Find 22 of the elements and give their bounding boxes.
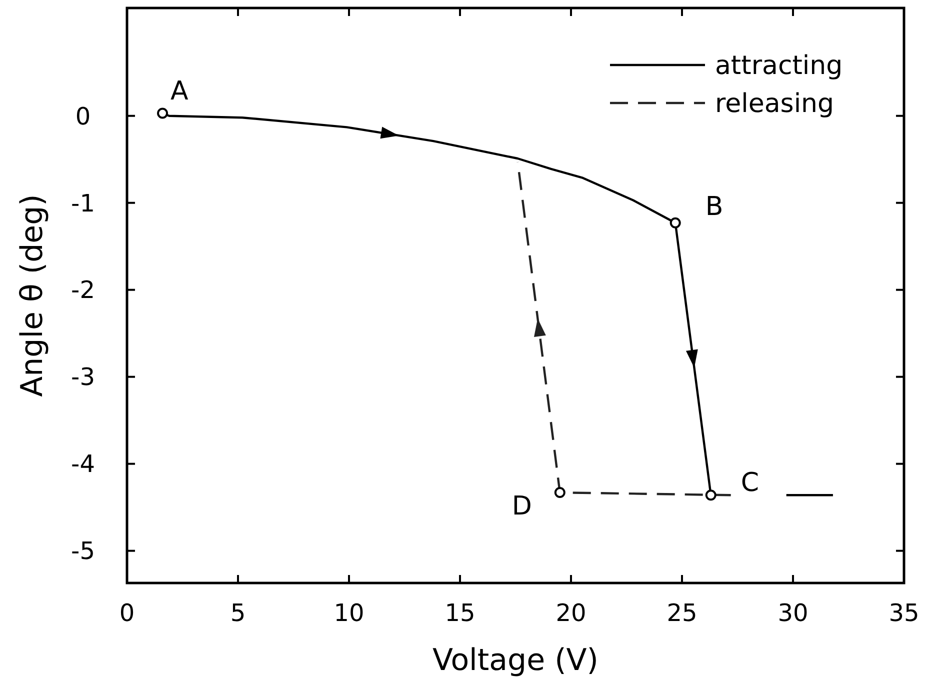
x-tick-label: 30	[778, 599, 808, 627]
legend-label: attracting	[715, 51, 843, 82]
y-tick-label: -3	[71, 363, 95, 392]
y-tick-label: -1	[71, 189, 95, 218]
x-tick-label: 5	[230, 599, 246, 627]
y-tick-label: -5	[71, 537, 95, 566]
annotation: C	[740, 468, 760, 498]
annotation: A	[170, 76, 189, 106]
y-axis-title: Angle θ (deg)	[15, 194, 50, 397]
x-axis-title: Voltage (V)	[432, 643, 598, 678]
x-tick-label: 10	[334, 599, 364, 627]
annotation: B	[705, 192, 724, 222]
x-tick-label: 20	[556, 599, 586, 627]
y-tick-label: -2	[71, 276, 95, 304]
x-tick-label: 25	[666, 599, 698, 627]
x-tick-label: 0	[119, 599, 135, 627]
legend-label: releasing	[715, 89, 834, 120]
annotation: D	[512, 492, 532, 522]
x-tick-label: 15	[444, 599, 476, 627]
y-tick-label: -4	[71, 450, 95, 478]
x-tick-label: 35	[888, 599, 920, 627]
y-tick-label: 0	[75, 102, 91, 130]
